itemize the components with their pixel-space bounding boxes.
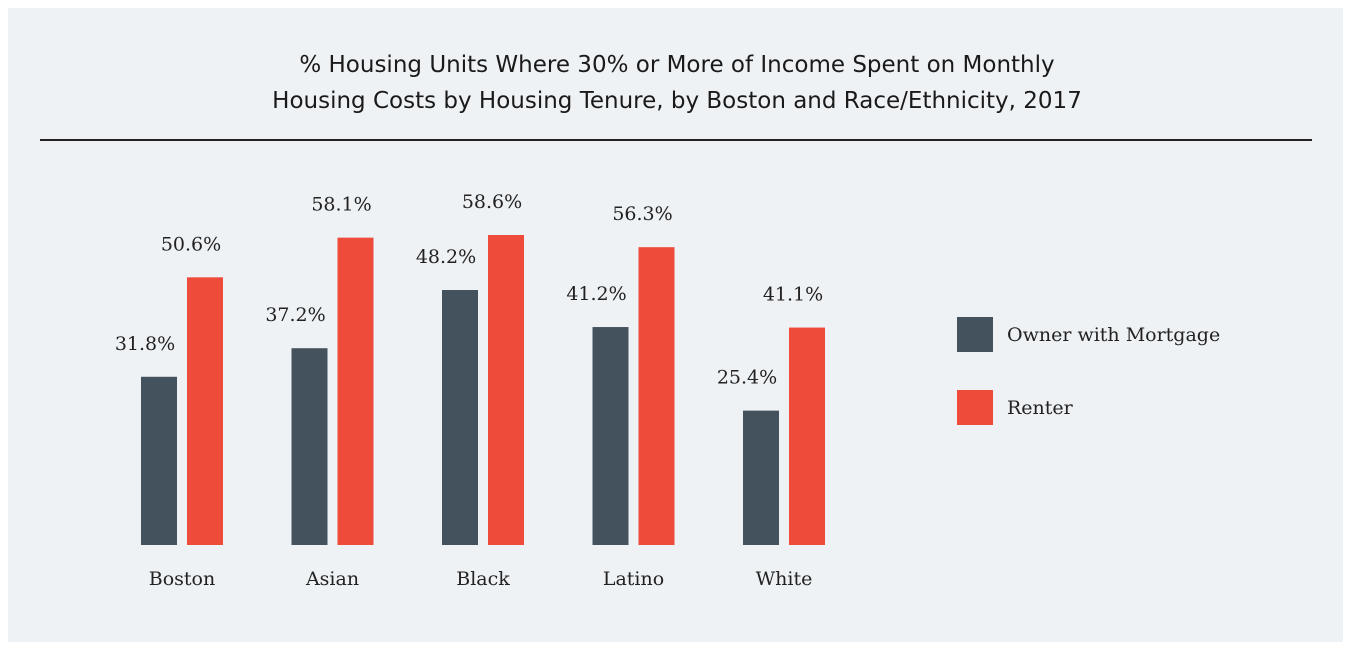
bar — [141, 376, 177, 545]
data-label: 56.3% — [612, 203, 672, 225]
data-label: 25.4% — [717, 367, 777, 389]
x-tick-label: Asian — [305, 568, 359, 590]
data-label: 48.2% — [416, 246, 476, 268]
legend-label: Renter — [1007, 397, 1074, 419]
x-tick-label: Boston — [149, 568, 215, 590]
bar — [187, 277, 223, 545]
bar — [291, 348, 328, 545]
data-label: 41.2% — [566, 283, 626, 305]
data-label: 50.6% — [161, 233, 221, 255]
data-label: 58.6% — [462, 191, 522, 213]
data-label: 41.1% — [763, 284, 823, 306]
x-tick-label: White — [756, 568, 813, 590]
bar — [743, 410, 779, 545]
background — [8, 8, 1343, 642]
x-tick-label: Black — [456, 568, 510, 590]
bar — [638, 247, 675, 545]
legend-swatch — [957, 390, 993, 425]
chart-title: Housing Costs by Housing Tenure, by Bost… — [272, 88, 1082, 114]
data-label: 31.8% — [115, 333, 175, 355]
chart-title: % Housing Units Where 30% or More of Inc… — [299, 52, 1054, 78]
bar — [592, 327, 629, 545]
legend-swatch — [957, 317, 993, 352]
bar — [488, 235, 524, 545]
legend-label: Owner with Mortgage — [1007, 324, 1220, 346]
bar — [789, 327, 825, 545]
x-tick-label: Latino — [603, 568, 664, 590]
bar — [337, 237, 374, 545]
data-label: 37.2% — [265, 304, 325, 326]
data-label: 58.1% — [311, 194, 371, 216]
bar — [442, 290, 478, 545]
